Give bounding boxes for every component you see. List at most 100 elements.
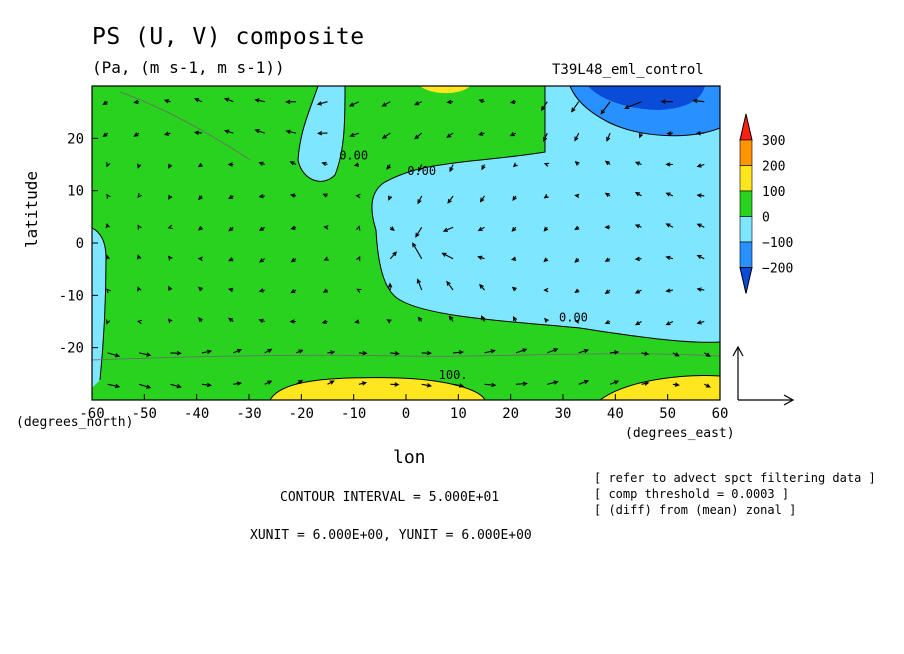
wind-vector-head bbox=[168, 285, 173, 291]
wind-vector-head bbox=[146, 384, 152, 389]
wind-vector bbox=[578, 380, 589, 385]
wind-vector-head bbox=[267, 348, 273, 353]
wind-vector-head bbox=[665, 288, 671, 293]
chart-units: (Pa, (m s-1, m s-1)) bbox=[92, 58, 285, 77]
run-name: T39L48_eml_control bbox=[552, 62, 704, 78]
wind-vector-head bbox=[386, 319, 392, 324]
wind-vector-head bbox=[228, 317, 234, 323]
wind-vector bbox=[201, 383, 211, 386]
wind-vector bbox=[541, 101, 548, 111]
x-tick-label: -40 bbox=[184, 406, 209, 422]
wind-vector bbox=[600, 101, 611, 114]
x-axis: -60 -50 -40 -30 -20 -10 0 10 20 30 40 50 60 bbox=[79, 394, 728, 422]
wind-vector-head bbox=[414, 101, 420, 106]
wind-vector-head bbox=[513, 315, 518, 322]
wind-vector-head bbox=[167, 255, 173, 261]
wind-vector-head bbox=[426, 350, 432, 356]
wind-vector-head bbox=[458, 350, 464, 355]
wind-vector-head bbox=[105, 222, 110, 229]
x-tick-label: 20 bbox=[502, 406, 519, 422]
wind-vector-head bbox=[356, 288, 362, 293]
wind-vector-head bbox=[634, 224, 641, 229]
wind-vector-head bbox=[665, 321, 671, 326]
wind-vector-head bbox=[416, 278, 422, 284]
region-cyan-main bbox=[371, 86, 720, 343]
wind-vector bbox=[421, 383, 431, 387]
wind-vector-head bbox=[330, 350, 336, 355]
wind-vector-head bbox=[604, 289, 610, 295]
x-tick-label: 0 bbox=[402, 406, 410, 422]
wind-vector-head bbox=[446, 133, 452, 138]
x-tick-label: -10 bbox=[341, 406, 366, 422]
wind-vector-head bbox=[133, 132, 139, 137]
colorbar-tick-label: −100 bbox=[762, 236, 793, 251]
wind-vector-head bbox=[692, 98, 698, 104]
wind-vector-head bbox=[696, 287, 702, 292]
wind-vector bbox=[317, 101, 328, 105]
contour-lines bbox=[92, 86, 720, 400]
wind-vector bbox=[233, 382, 241, 385]
wind-vector-head bbox=[349, 132, 355, 138]
wind-vector bbox=[412, 243, 423, 259]
wind-vector-head bbox=[258, 288, 264, 293]
wind-vector-head bbox=[317, 130, 323, 136]
y-axis-label: latitude bbox=[22, 170, 41, 248]
wind-vector-head bbox=[193, 130, 200, 135]
wind-vector-head bbox=[361, 381, 368, 386]
wind-vector-head bbox=[571, 107, 576, 113]
wind-vector bbox=[138, 383, 151, 389]
wind-vector bbox=[452, 383, 464, 387]
wind-vector bbox=[201, 350, 211, 354]
wind-vector-head bbox=[348, 102, 355, 107]
wind-vector-head bbox=[114, 353, 121, 358]
wind-vector-head bbox=[512, 162, 518, 168]
wind-vector-head bbox=[417, 167, 423, 173]
wind-vector-head bbox=[695, 131, 701, 136]
wind-vector bbox=[286, 130, 297, 134]
wind-vector-head bbox=[459, 383, 465, 388]
region-yellow-north bbox=[420, 86, 470, 94]
wind-vector bbox=[417, 279, 423, 291]
colorbar-bottom-triangle bbox=[739, 267, 753, 294]
wind-vector-head bbox=[634, 191, 641, 197]
wind-vector-head bbox=[197, 256, 203, 261]
wind-vector bbox=[446, 281, 454, 291]
wind-vector bbox=[484, 350, 495, 354]
wind-vector-head bbox=[102, 132, 108, 138]
wind-vector bbox=[609, 380, 619, 385]
wind-vector-head bbox=[417, 199, 422, 205]
wind-vector-head bbox=[674, 382, 680, 387]
wind-vector-head bbox=[298, 379, 304, 385]
wind-vector bbox=[390, 352, 399, 355]
wind-vector-head bbox=[446, 99, 452, 105]
wind-vector bbox=[610, 351, 618, 354]
wind-vector bbox=[515, 348, 527, 354]
wind-vector-head bbox=[624, 104, 630, 110]
wind-vector-head bbox=[644, 351, 650, 356]
wind-vector-head bbox=[522, 348, 528, 353]
colorbar-segment bbox=[739, 139, 753, 166]
reference-vector bbox=[732, 345, 795, 406]
wind-vector-head bbox=[644, 381, 650, 386]
colorbar-top-triangle bbox=[739, 113, 753, 141]
wind-vector-head bbox=[387, 195, 393, 201]
wind-vector bbox=[578, 349, 588, 354]
wind-vector-head bbox=[136, 163, 142, 169]
wind-vector-head bbox=[176, 384, 182, 389]
wind-vector-head bbox=[356, 225, 361, 231]
wind-vector-head bbox=[478, 99, 484, 104]
wind-vector-head bbox=[553, 348, 559, 353]
wind-vector-head bbox=[543, 257, 549, 263]
wind-vector bbox=[515, 382, 527, 385]
wind-vector-head bbox=[254, 129, 260, 134]
wind-vector-head bbox=[356, 255, 361, 262]
wind-vector-head bbox=[696, 255, 702, 260]
x-tick-label: 30 bbox=[555, 406, 572, 422]
wind-vector bbox=[224, 98, 234, 103]
wind-vector-head bbox=[414, 134, 420, 140]
wind-vector bbox=[606, 132, 611, 141]
wind-vector-head bbox=[634, 161, 641, 166]
wind-vector-head bbox=[285, 99, 291, 105]
wind-vector-head bbox=[289, 161, 295, 166]
